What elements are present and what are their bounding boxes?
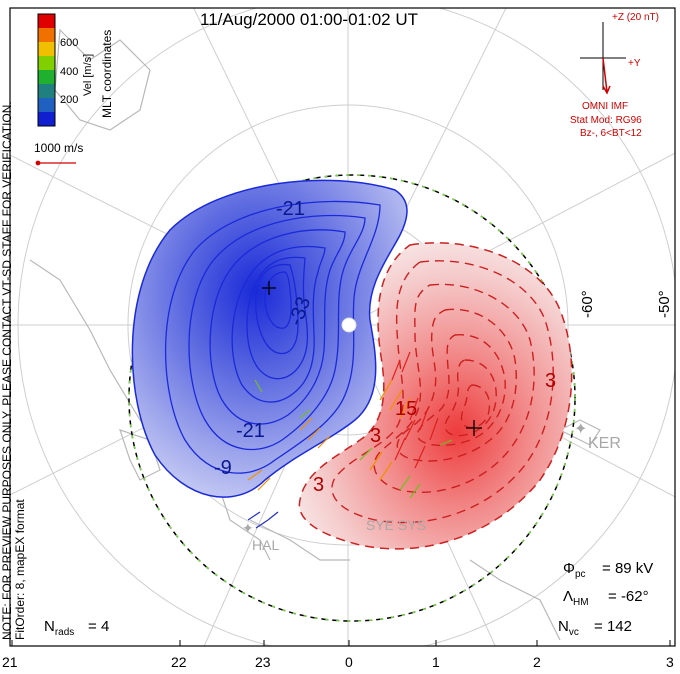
negative-contours	[164, 200, 381, 474]
reference-vector-label: 1000 m/s	[34, 141, 84, 155]
negative-center-marker	[262, 281, 276, 295]
positive-center-marker	[466, 420, 482, 436]
plot-frame	[9, 7, 676, 647]
mlt-tick-1: 1	[432, 654, 440, 670]
mlt-tick-21: 21	[2, 654, 18, 670]
imf-bz: Bz-, 6<BT<12	[580, 128, 642, 139]
station-marker-ker: ✦	[574, 421, 588, 438]
imf-z-label: +Z (20 nT)	[612, 12, 659, 23]
lambda-hm-value: = -62°	[608, 588, 649, 605]
phi-pc-label: Φpc	[563, 560, 586, 580]
mlt-tick-22: 22	[171, 654, 187, 670]
mlt-tick-2: 2	[533, 654, 541, 670]
map-title: 11/Aug/2000 01:00-01:02 UT	[200, 10, 419, 29]
colorbar-outline	[37, 13, 56, 127]
colorbar-segment	[38, 98, 55, 113]
colorbar-segment	[38, 28, 55, 43]
contour-label-neg: -21	[276, 198, 305, 220]
n-vc-label: Nvc	[558, 618, 579, 638]
colorbar	[37, 13, 56, 127]
colorbar-tick-400: 400	[60, 66, 79, 78]
pole-marker	[341, 317, 357, 333]
colorbar-segment	[38, 14, 55, 29]
mlt-tick-23: 23	[255, 654, 271, 670]
imf-y-label: +Y	[628, 58, 641, 69]
n-rads-value: = 4	[88, 618, 110, 635]
mlt-tick-0: 0	[345, 654, 353, 670]
imf-dial	[580, 22, 626, 90]
colorbar-segment	[38, 42, 55, 57]
colorbar-tick-600: 600	[60, 37, 79, 49]
coordinate-label: MLT coordinates	[100, 29, 114, 118]
phi-pc-value: = 89 kV	[602, 560, 654, 577]
contour-label-pos: 3	[545, 370, 557, 392]
station-ker: KER	[588, 435, 621, 452]
fit-order-note: FitOrder: 8, mapEX format	[13, 499, 27, 640]
lambda-hm-number: -62°	[620, 588, 649, 605]
contour-label-neg: -21	[236, 420, 265, 442]
contour-label-pos: 3	[370, 425, 382, 447]
imf-stat-mod: Stat Mod: RG96	[570, 115, 642, 126]
preview-note: NOTE: FOR PREVIEW PURPOSES ONLY. PLEASE …	[0, 101, 14, 640]
contour-label-neg: -9	[214, 457, 232, 479]
imf-vector	[602, 57, 611, 95]
colorbar-segment	[38, 70, 55, 85]
positive-cell	[298, 242, 573, 550]
colorbar-segment	[38, 112, 55, 127]
station-marker-hal: ✦	[242, 520, 254, 536]
station-hal: HAL	[252, 537, 280, 553]
n-vc-number: 142	[606, 618, 632, 635]
imf-source: OMNI IMF	[582, 101, 629, 112]
n-rads-number: 4	[100, 618, 110, 635]
n-vc-value: = 142	[594, 618, 632, 635]
velocity-vectors	[247, 351, 453, 529]
colorbar-tick-200: 200	[60, 94, 79, 106]
negative-cell	[131, 179, 408, 498]
mlt-tick-marks	[11, 640, 671, 646]
colorbar-segment	[38, 84, 55, 99]
reference-vector-arrow	[35, 160, 76, 166]
phi-pc-number: 89 kV	[614, 560, 654, 577]
mlt-tick-3: 3	[666, 654, 674, 670]
contour-label-pos: 3	[313, 474, 325, 496]
colorbar-segment	[38, 56, 55, 71]
positive-contours	[331, 260, 554, 524]
latitude-label-50: -50°	[656, 290, 673, 318]
latitude-label-60: -60°	[579, 290, 596, 318]
lambda-hm-label: ΛHM	[563, 588, 589, 608]
colorbar-label: Vel [m/s]	[82, 53, 94, 96]
station-sye-sys: SYE SYS	[366, 517, 426, 533]
contour-label-pos: 15	[395, 398, 418, 420]
n-rads-label: Nrads	[44, 618, 75, 638]
